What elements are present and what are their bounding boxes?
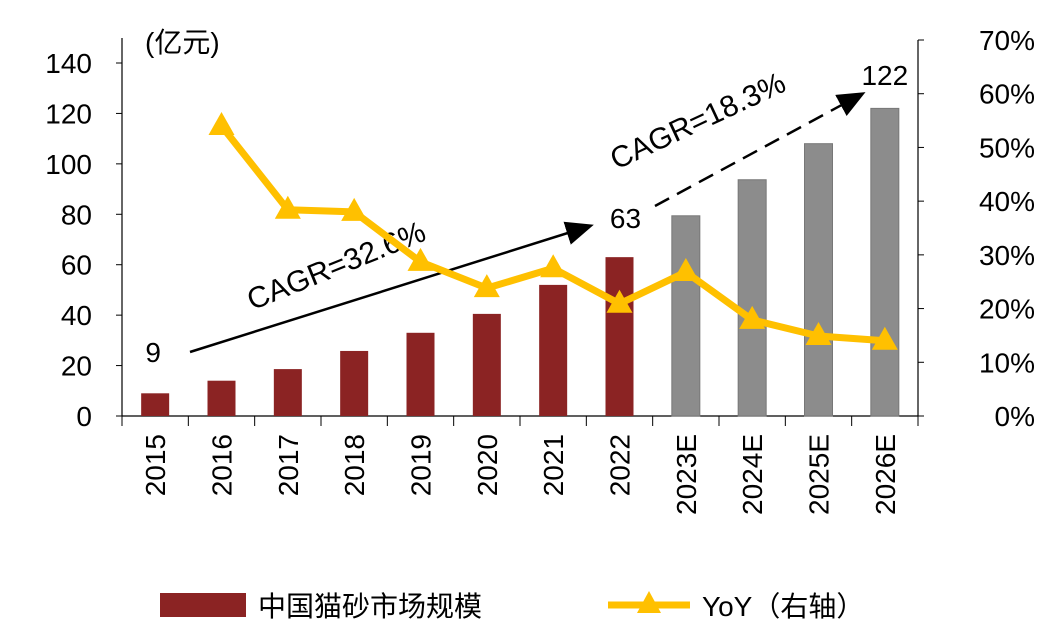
x-tick-label: 2024E <box>737 434 768 515</box>
yoy-point <box>606 289 633 313</box>
yoy-point <box>208 111 235 135</box>
bar-2024E <box>737 179 767 417</box>
right-tick-label: 10% <box>979 347 1035 378</box>
yoy-point <box>871 326 898 350</box>
left-tick-label: 120 <box>45 98 92 129</box>
bar-2020 <box>472 313 501 416</box>
cagr-label-2022-2026: CAGR=18.3% <box>605 66 790 176</box>
left-tick-label: 100 <box>45 149 92 180</box>
bar-2022 <box>605 257 634 416</box>
x-tick-label: 2017 <box>273 434 304 496</box>
data-label-2026E: 122 <box>861 60 908 91</box>
cagr-arrow-2022-2026 <box>654 92 866 208</box>
x-tick-label: 2020 <box>472 434 503 496</box>
data-label-2022: 63 <box>610 203 641 234</box>
yoy-point <box>473 274 500 298</box>
data-label-2015: 9 <box>145 337 161 368</box>
yoy-point <box>407 247 434 271</box>
left-tick-label: 60 <box>61 250 92 281</box>
cagr-arrow-2015-2022 <box>189 221 594 354</box>
yoy-point <box>274 195 301 219</box>
legend-swatch-yoy-marker <box>637 591 661 613</box>
legend-label-market-size: 中国猫砂市场规模 <box>258 591 482 622</box>
left-axis-unit: (亿元) <box>145 27 220 58</box>
yoy-point <box>540 254 567 278</box>
x-tick-label: 2015 <box>140 434 171 496</box>
bar-2025E <box>804 143 833 417</box>
x-tick-label: 2018 <box>339 434 370 496</box>
bar-2026E <box>870 107 900 417</box>
x-tick-label: 2021 <box>538 434 569 496</box>
bar-2019 <box>406 332 435 416</box>
legend-swatch-market-size <box>160 593 246 617</box>
right-tick-label: 20% <box>979 294 1035 325</box>
left-tick-label: 0 <box>76 401 92 432</box>
right-tick-label: 50% <box>979 132 1035 163</box>
x-tick-label: 2019 <box>406 434 437 496</box>
left-tick-label: 80 <box>61 199 92 230</box>
x-tick-label: 2023E <box>671 434 702 515</box>
x-tick-label: 2016 <box>207 434 238 496</box>
left-tick-label: 40 <box>61 300 92 331</box>
x-tick-label: 2025E <box>804 434 835 515</box>
yoy-point <box>739 305 766 329</box>
yoy-point <box>341 197 368 221</box>
right-tick-label: 70% <box>979 25 1035 56</box>
bar-2015 <box>141 393 170 416</box>
right-tick-label: 0% <box>995 401 1035 432</box>
right-tick-label: 60% <box>979 79 1035 110</box>
cagr-label-2015-2022: CAGR=32.6% <box>243 215 431 316</box>
right-tick-label: 40% <box>979 186 1035 217</box>
x-tick-label: 2026E <box>870 434 901 515</box>
legend-label-yoy: YoY（右轴） <box>702 591 864 622</box>
right-tick-label: 30% <box>979 240 1035 271</box>
bar-2021 <box>539 284 568 416</box>
bar-2018 <box>340 350 369 416</box>
left-tick-label: 20 <box>61 351 92 382</box>
legend: 中国猫砂市场规模 YoY（右轴） <box>160 591 864 622</box>
bar-2023E <box>671 215 701 417</box>
yoy-point <box>672 258 699 282</box>
x-tick-label: 2022 <box>605 434 636 496</box>
yoy-point <box>805 321 832 345</box>
bar-2017 <box>273 369 302 416</box>
bar-2016 <box>207 380 236 416</box>
left-tick-label: 140 <box>45 48 92 79</box>
